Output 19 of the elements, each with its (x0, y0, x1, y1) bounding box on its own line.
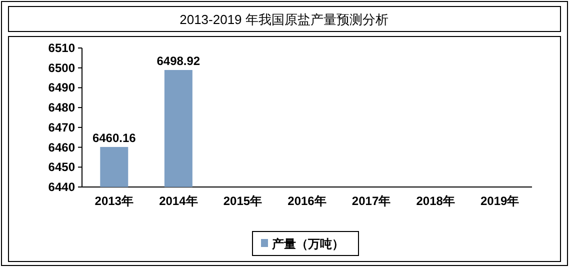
chart-title: 2013-2019 年我国原盐产量预测分析 (180, 12, 388, 27)
data-label: 6498.92 (156, 54, 200, 68)
y-tick-label: 6490 (48, 80, 76, 95)
x-tick-label: 2017年 (352, 194, 391, 208)
x-tick-label: 2015年 (223, 194, 262, 208)
y-tick-label: 6500 (48, 60, 76, 75)
data-label: 6460.16 (92, 130, 136, 145)
x-tick-label: 2016年 (288, 194, 326, 208)
y-tick-label: 6440 (48, 180, 76, 194)
x-tick-label: 2013年 (94, 194, 134, 208)
y-tick-label: 6470 (48, 120, 76, 134)
y-tick-label: 6510 (48, 41, 76, 55)
legend-label: 产量（万吨） (271, 237, 344, 251)
y-tick-label: 6450 (48, 160, 76, 174)
y-tick-label: 6460 (48, 140, 76, 154)
x-tick-label: 2019年 (480, 194, 520, 208)
x-tick-label: 2018年 (416, 194, 455, 208)
y-tick-label: 6480 (48, 100, 76, 115)
x-tick-label: 2014年 (159, 194, 198, 208)
